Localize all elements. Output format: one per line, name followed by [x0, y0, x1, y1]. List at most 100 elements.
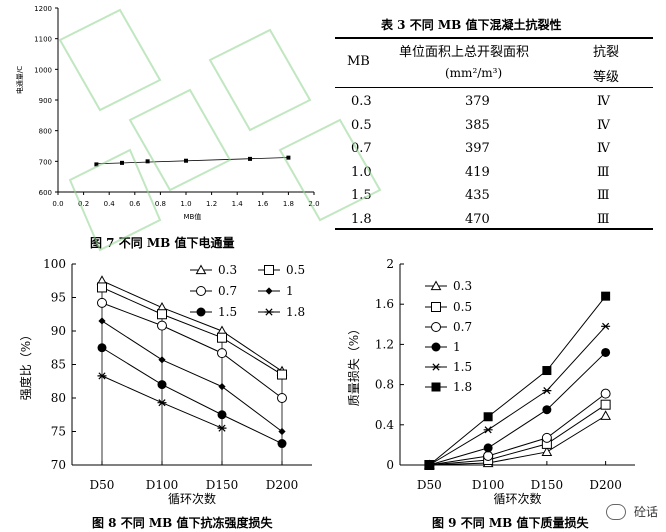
table-cell-mb: 0.5	[351, 117, 372, 133]
watermark-brand: 砼话	[606, 503, 658, 520]
data-point	[542, 366, 552, 376]
table-cell-mb: 1.8	[351, 211, 372, 227]
y-axis-label: 质量损失（%）	[346, 323, 361, 406]
data-point	[600, 410, 611, 420]
data-point	[217, 348, 227, 359]
table-cell-grade: Ⅲ	[597, 211, 610, 227]
legend-label: 1.5	[218, 305, 237, 319]
data-point	[97, 343, 107, 353]
table-cell-area: 385	[465, 117, 490, 133]
table-header-area: 单位面积上总开裂面积	[399, 45, 530, 60]
figure-8-line: 70 75 80 85 90 95 100 D50 D100 D150 D200 循环次数 强度比（%）…	[18, 257, 312, 506]
series-0.5	[97, 282, 287, 380]
data-point	[157, 399, 167, 407]
table-cell-grade: Ⅲ	[597, 164, 610, 180]
legend-label: 0.3	[453, 279, 472, 293]
y-tick-label: 600	[39, 189, 52, 197]
legend-label: 0.5	[453, 300, 472, 314]
x-axis-label: MB值	[183, 212, 201, 221]
data-point	[601, 322, 611, 330]
y-tick-label: 900	[39, 97, 52, 105]
series-1.5	[424, 322, 611, 469]
legend: 0.3 0.5 0.7 1 1.5 1.8	[190, 263, 305, 319]
y-axis-label: 强度比（%）	[18, 329, 33, 400]
data-point	[277, 393, 287, 403]
table-cell-grade: Ⅳ	[597, 94, 610, 109]
table-row: 0.3 379 Ⅳ	[335, 90, 653, 113]
y-tick-label: 70	[51, 458, 66, 472]
legend-marker	[265, 287, 273, 295]
data-point	[97, 297, 107, 308]
data-point	[217, 424, 227, 432]
x-tick-label: 0.0	[52, 200, 63, 208]
y-tick-label: 90	[51, 324, 66, 338]
series-1.8	[97, 372, 227, 432]
data-point	[483, 426, 493, 434]
data-point	[248, 156, 252, 161]
table-cell-area: 397	[465, 141, 490, 156]
table-cell-area: 470	[465, 211, 490, 227]
figure-9-caption: 图 9 不同 MB 值下质量损失	[432, 514, 589, 531]
legend-marker	[431, 363, 441, 371]
x-tick-label: D100	[146, 478, 179, 492]
figure-9-title: 图 9 不同 MB 值下质量损失	[432, 516, 589, 530]
y-tick-label: 85	[51, 358, 66, 372]
series-line	[101, 347, 283, 445]
legend-label: 1.8	[453, 380, 472, 394]
data-point	[277, 369, 287, 380]
legend-marker	[431, 302, 441, 312]
table-3: 表 3 不同 MB 值下混凝土抗裂性 MB 单位面积上总开裂面积 (mm²/m³…	[335, 10, 653, 232]
data-point	[541, 432, 552, 443]
legend-label: 1.8	[286, 305, 305, 319]
y-tick-label: 1100	[34, 36, 52, 44]
legend-label: 1	[286, 284, 294, 298]
data-point	[286, 155, 291, 160]
data-point	[600, 388, 611, 399]
data-point	[483, 450, 494, 461]
legend-marker	[430, 280, 442, 291]
legend: 0.3 0.5 0.7 1 1.5 1.8	[425, 279, 472, 394]
table-cell-mb: 0.7	[351, 141, 372, 156]
data-point	[601, 291, 611, 301]
y-tick-label: 0.8	[375, 378, 394, 392]
figure-8-caption: 图 8 不同 MB 值下抗冻强度损失	[92, 514, 273, 531]
series-line	[429, 415, 606, 466]
x-tick-label: D100	[472, 478, 505, 492]
table-cell-grade: Ⅲ	[597, 188, 610, 203]
table-header-grade-2: 等级	[593, 70, 620, 85]
data-point	[277, 439, 287, 449]
y-tick-label: 1000	[34, 66, 52, 74]
table-header-area-unit: (mm²/m³)	[445, 66, 503, 80]
x-tick-label: 2.0	[308, 200, 319, 208]
x-tick-label: D150	[531, 478, 564, 492]
x-tick-label: 1.6	[257, 200, 269, 208]
table-bottom-rule	[335, 228, 653, 230]
series-1	[98, 317, 286, 436]
x-tick-label: 0.4	[104, 200, 116, 208]
table-cell-mb: 0.3	[351, 94, 372, 109]
x-tick-label: D200	[266, 478, 299, 492]
trendline	[96, 157, 289, 165]
table-cell-area: 435	[465, 188, 490, 203]
x-axis-label: 循环次数	[168, 491, 216, 506]
legend-label: 0.5	[286, 263, 305, 277]
y-tick-label: 800	[39, 128, 52, 136]
legend-marker	[431, 322, 441, 332]
legend-marker	[196, 307, 206, 317]
legend-label: 0.3	[218, 263, 237, 277]
table-header-rule	[335, 87, 653, 88]
legend-marker	[264, 265, 274, 275]
legend-marker	[195, 264, 207, 275]
series-line	[429, 295, 607, 466]
data-point	[541, 446, 553, 457]
series-line	[429, 352, 606, 466]
table-cell-mb: 1.5	[351, 188, 372, 203]
x-tick-label: 0.2	[78, 200, 89, 208]
table-header-grade-1: 抗裂	[593, 45, 620, 60]
y-tick-label: 1200	[34, 5, 52, 13]
data-point	[542, 387, 552, 395]
watermark-brand-text: 砼话	[633, 504, 658, 519]
legend-label: 0.7	[453, 320, 472, 334]
data-point	[483, 443, 493, 453]
x-tick-label: 1.4	[232, 200, 244, 208]
